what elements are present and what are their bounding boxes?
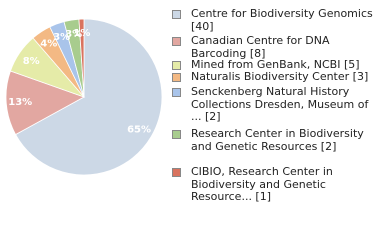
slice-label: 3% — [53, 32, 70, 43]
legend-label: Canadian Centre for DNA Barcoding [8] — [191, 34, 330, 60]
legend-swatch — [172, 61, 181, 70]
legend-swatch — [172, 130, 181, 139]
legend-label: Senckenberg Natural History Collections … — [191, 85, 369, 123]
legend-swatch — [172, 37, 181, 46]
legend-label: Naturalis Biodiversity Center [3] — [191, 70, 369, 83]
slice-label: 65% — [127, 125, 151, 136]
legend-swatch — [172, 88, 181, 97]
slice-label: 1% — [73, 28, 90, 39]
pie-slice — [5, 70, 85, 136]
legend-label: Research Center in Biodiversity and Gene… — [191, 127, 364, 153]
legend-swatch — [172, 168, 181, 177]
legend-label: Centre for Biodiversity Genomics [40] — [191, 7, 373, 33]
slice-label: 4% — [40, 39, 57, 50]
pie-slice — [15, 18, 163, 176]
slice-label: 8% — [23, 56, 40, 67]
legend-label: Mined from GenBank, NCBI [5] — [191, 58, 360, 71]
legend-swatch — [172, 10, 181, 19]
pie-slice — [78, 18, 85, 98]
slice-label: 13% — [8, 97, 32, 108]
pie: 65%13%8%4%3%3%1% — [5, 18, 163, 176]
slice-label: 3% — [65, 29, 82, 40]
legend-swatch — [172, 73, 181, 82]
legend-label: CIBIO, Research Center in Biodiversity a… — [191, 165, 333, 203]
